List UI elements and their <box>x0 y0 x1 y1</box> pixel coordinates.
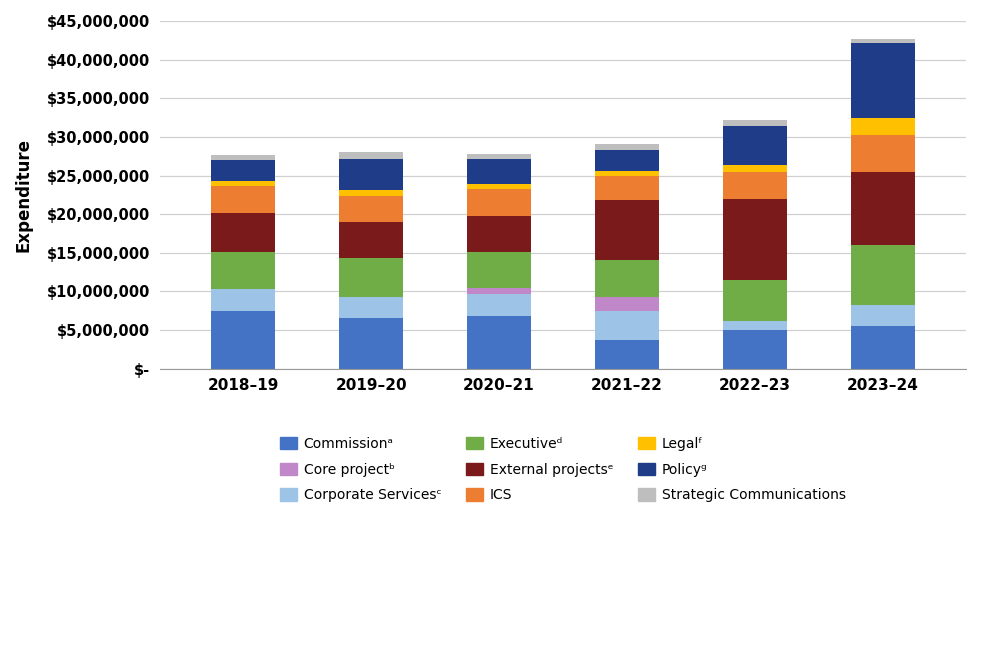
Bar <box>339 151 403 159</box>
Bar <box>595 150 659 171</box>
Bar <box>467 288 531 294</box>
Bar <box>211 181 275 186</box>
Bar <box>339 222 403 258</box>
Bar <box>723 165 787 172</box>
Bar <box>595 311 659 340</box>
Bar <box>339 196 403 222</box>
Bar <box>211 213 275 252</box>
Bar <box>467 190 531 216</box>
Bar <box>339 258 403 297</box>
Bar <box>723 280 787 321</box>
Bar <box>723 172 787 199</box>
Bar <box>851 171 915 245</box>
Bar <box>467 294 531 316</box>
Bar <box>851 305 915 326</box>
Bar <box>851 119 915 136</box>
Bar <box>467 159 531 184</box>
Bar <box>851 326 915 368</box>
Bar <box>723 120 787 126</box>
Bar <box>339 318 403 368</box>
Bar <box>851 42 915 119</box>
Bar <box>723 321 787 330</box>
Bar <box>211 311 275 368</box>
Bar <box>339 190 403 196</box>
Bar <box>467 252 531 288</box>
Bar <box>467 216 531 252</box>
Bar <box>723 199 787 280</box>
Legend: Commissionᵃ, Core projectᵇ, Corporate Servicesᶜ, Executiveᵈ, External projectsᵉ,: Commissionᵃ, Core projectᵇ, Corporate Se… <box>275 431 852 508</box>
Bar <box>211 186 275 213</box>
Bar <box>595 259 659 297</box>
Bar <box>211 252 275 289</box>
Bar <box>211 289 275 311</box>
Bar <box>851 245 915 305</box>
Bar <box>595 340 659 368</box>
Bar <box>851 136 915 171</box>
Bar <box>467 184 531 190</box>
Bar <box>723 330 787 368</box>
Bar <box>339 159 403 190</box>
Bar <box>595 297 659 311</box>
Bar <box>211 160 275 181</box>
Bar <box>595 200 659 259</box>
Bar <box>467 154 531 159</box>
Bar <box>467 316 531 368</box>
Bar <box>211 155 275 160</box>
Y-axis label: Expenditure: Expenditure <box>15 138 33 252</box>
Bar <box>339 297 403 318</box>
Bar <box>595 144 659 150</box>
Bar <box>595 171 659 176</box>
Bar <box>851 38 915 42</box>
Bar <box>595 176 659 200</box>
Bar <box>723 126 787 165</box>
